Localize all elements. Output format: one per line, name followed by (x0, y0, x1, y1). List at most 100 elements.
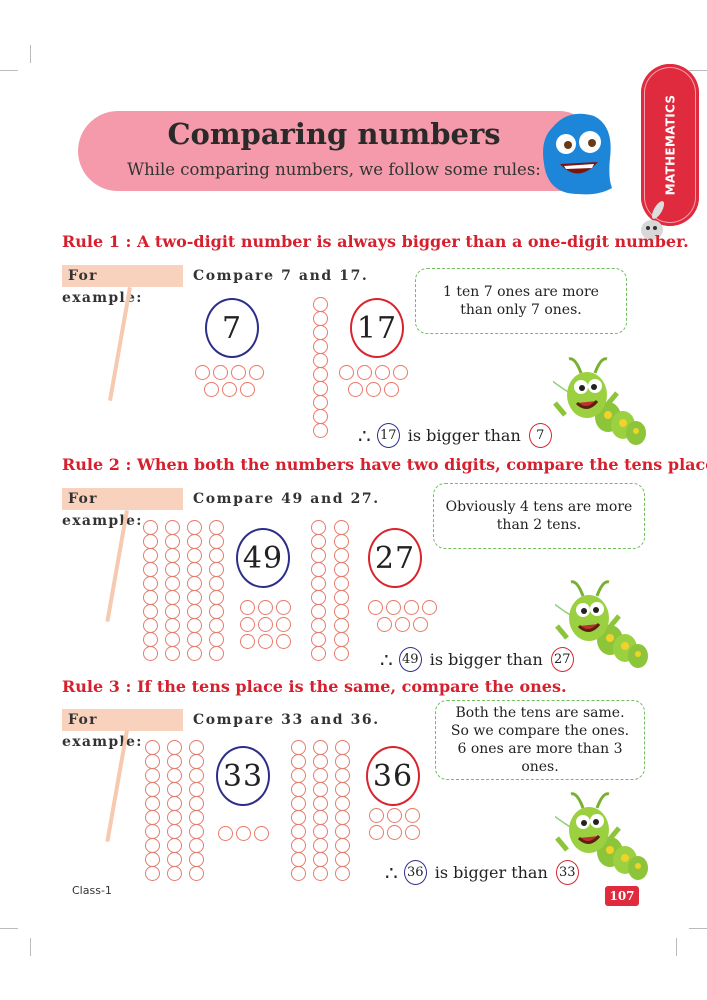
counter-bead (213, 365, 228, 380)
bigger-number: 49 (398, 647, 422, 672)
counter-bead (334, 534, 349, 549)
counter-bead (313, 768, 328, 783)
counter-bead (387, 808, 402, 823)
example-label: For example: (62, 488, 183, 529)
example-text: Compare 7 and 17. (193, 268, 369, 284)
number-circle-right: 36 (366, 746, 420, 806)
counter-bead (387, 825, 402, 840)
counter-bead (165, 534, 180, 549)
counter-bead (167, 768, 182, 783)
conclusion: ∴ 36 is bigger than 33 (385, 860, 579, 885)
counter-bead (189, 866, 204, 881)
counter-bead (313, 423, 328, 438)
counter-bead (145, 768, 160, 783)
bunny-icon (641, 201, 665, 240)
counter-bead (313, 796, 328, 811)
crop-mark (689, 928, 707, 929)
counter-bead (276, 600, 291, 615)
crop-mark (0, 928, 18, 929)
counter-bead (167, 866, 182, 881)
counter-bead (145, 740, 160, 755)
conclusion: ∴ 49 is bigger than 27 (380, 647, 574, 672)
counter-bead (313, 311, 328, 326)
bigger-number: 17 (376, 423, 400, 448)
counter-bead (311, 534, 326, 549)
counter-bead (143, 534, 158, 549)
smaller-number: 33 (555, 860, 579, 885)
counter-bead (291, 754, 306, 769)
number-circle-left: 49 (236, 528, 290, 588)
counter-bead (258, 617, 273, 632)
number-circle-right: 17 (350, 298, 404, 358)
counter-bead (240, 617, 255, 632)
counter-bead (143, 562, 158, 577)
counter-bead (145, 852, 160, 867)
counter-bead (165, 562, 180, 577)
counter-bead (339, 365, 354, 380)
counter-bead (165, 618, 180, 633)
counter-bead (348, 382, 363, 397)
counter-bead (165, 576, 180, 591)
counter-bead (167, 810, 182, 825)
number-circle-left: 7 (205, 298, 259, 358)
counter-bead (209, 534, 224, 549)
counter-bead (167, 824, 182, 839)
counter-bead (313, 367, 328, 382)
title-banner (78, 111, 590, 191)
page-subtitle: While comparing numbers, we follow some … (127, 160, 541, 179)
counter-bead (187, 618, 202, 633)
counter-bead (313, 852, 328, 867)
counter-bead (313, 810, 328, 825)
counter-bead (236, 826, 251, 841)
counter-bead (335, 740, 350, 755)
counter-bead (334, 590, 349, 605)
therefore-symbol: ∴ (385, 860, 398, 885)
counter-bead (335, 852, 350, 867)
counter-bead (395, 617, 410, 632)
rule-heading: Rule 3 : If the tens place is the same, … (62, 677, 567, 696)
counter-bead (276, 634, 291, 649)
counter-bead (357, 365, 372, 380)
counter-bead (143, 646, 158, 661)
counter-bead (209, 646, 224, 661)
counter-bead (335, 824, 350, 839)
counter-bead (165, 590, 180, 605)
counter-bead (311, 548, 326, 563)
counter-bead (393, 365, 408, 380)
counter-bead (335, 768, 350, 783)
counter-bead (240, 382, 255, 397)
counter-bead (313, 740, 328, 755)
counter-bead (384, 382, 399, 397)
counter-bead (335, 810, 350, 825)
example-text: Compare 49 and 27. (193, 491, 380, 507)
counter-bead (334, 646, 349, 661)
conclusion-phrase: is bigger than (434, 863, 548, 882)
counter-bead (311, 562, 326, 577)
speech-bubble: Both the tens are same. So we compare th… (435, 700, 645, 780)
example-text: Compare 33 and 36. (193, 712, 380, 728)
counter-bead (291, 740, 306, 755)
counter-bead (209, 604, 224, 619)
counter-bead (189, 796, 204, 811)
counter-bead (143, 604, 158, 619)
smaller-number: 27 (550, 647, 574, 672)
counter-bead (145, 754, 160, 769)
therefore-symbol: ∴ (380, 647, 393, 672)
counter-bead (405, 808, 420, 823)
counter-bead (313, 782, 328, 797)
counter-bead (422, 600, 437, 615)
counter-bead (291, 768, 306, 783)
counter-bead (165, 520, 180, 535)
counter-bead (189, 810, 204, 825)
caterpillar-icon (553, 357, 646, 445)
counter-bead (240, 634, 255, 649)
therefore-symbol: ∴ (358, 423, 371, 448)
counter-bead (145, 782, 160, 797)
counter-bead (187, 576, 202, 591)
counter-bead (366, 382, 381, 397)
counter-bead (143, 576, 158, 591)
example-label: For example: (62, 265, 183, 306)
counter-bead (187, 562, 202, 577)
counter-bead (189, 824, 204, 839)
